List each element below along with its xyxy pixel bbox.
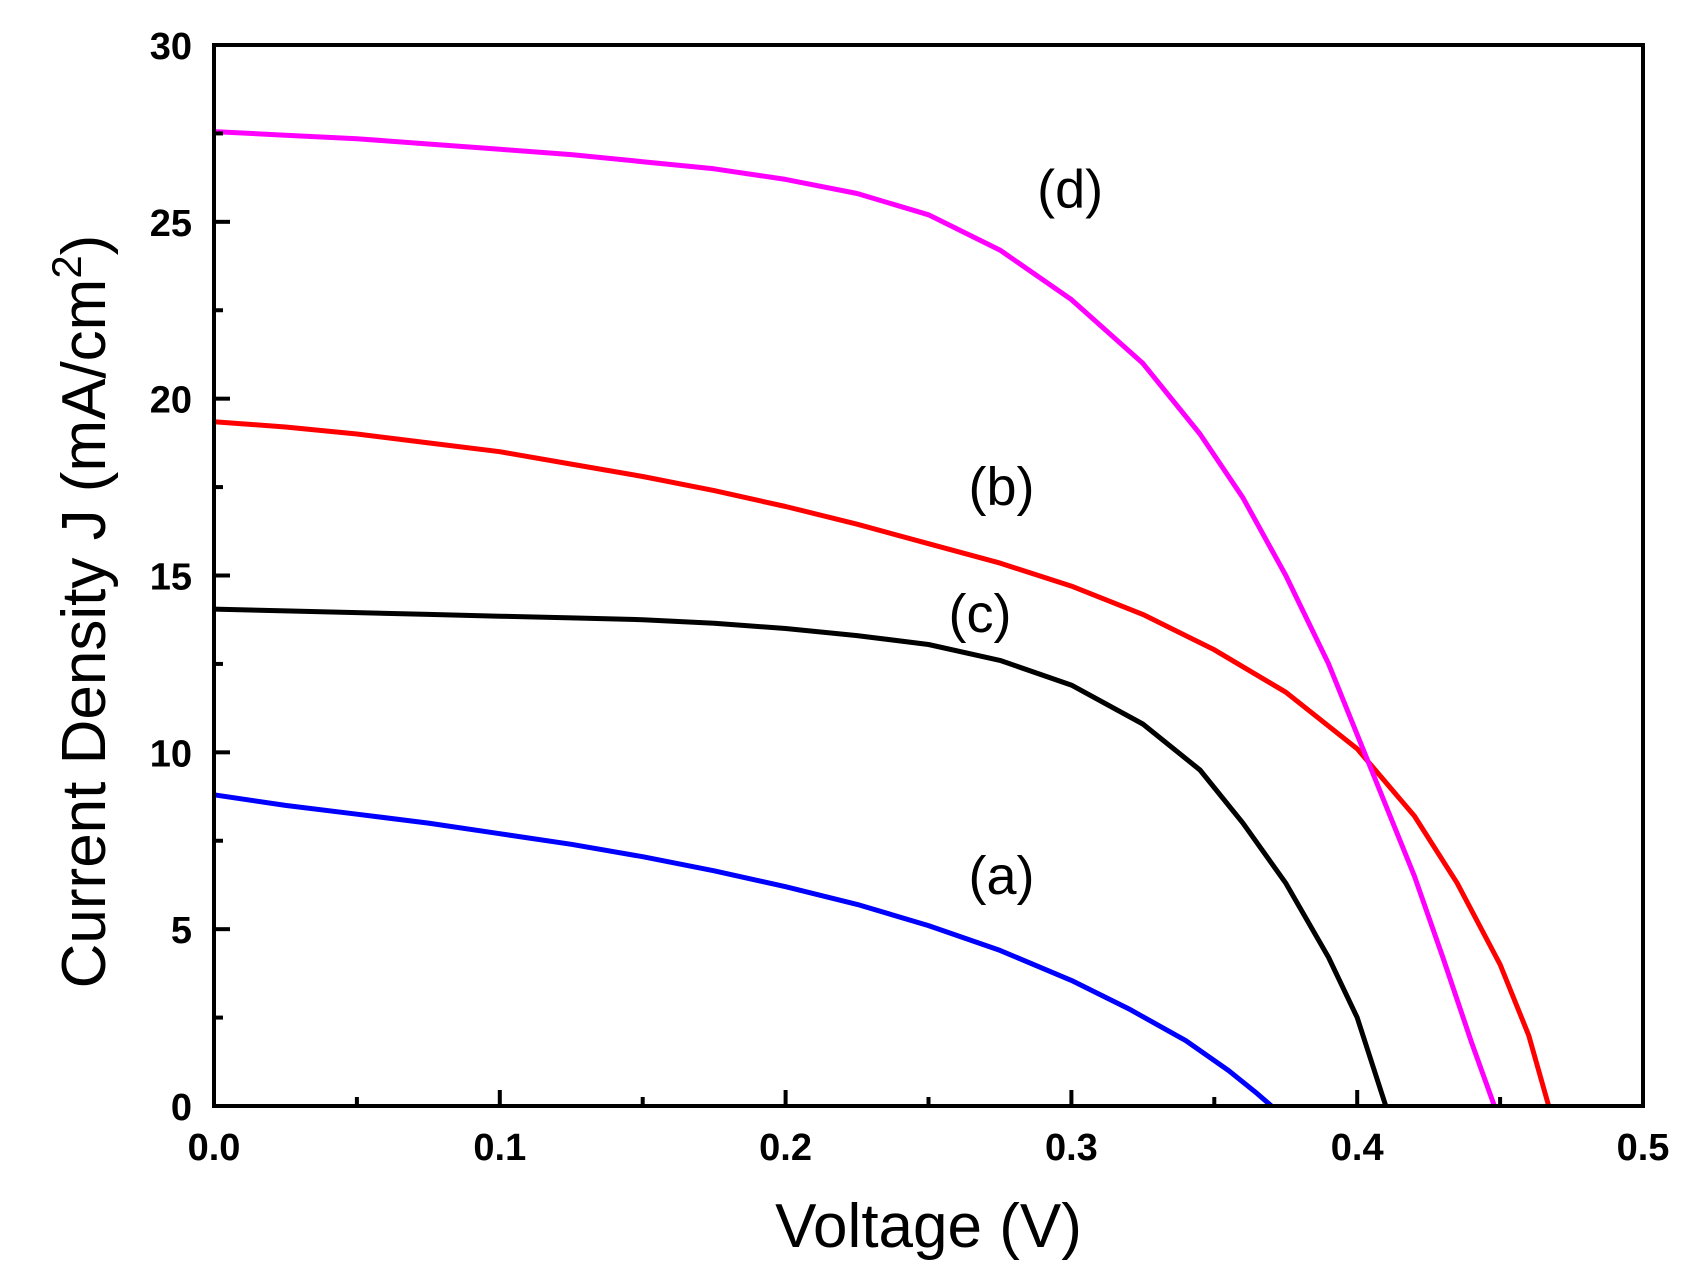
x-tick-label: 0.1 xyxy=(473,1127,526,1169)
tick-marks xyxy=(212,43,1645,1108)
curve-label-c: (c) xyxy=(949,584,1012,644)
y-axis-title: Current Density J (mA/cm2) xyxy=(43,235,119,989)
y-axis-title-superscript: 2 xyxy=(43,255,90,278)
series-line-a xyxy=(213,792,1274,1108)
curve-label-a: (a) xyxy=(969,846,1035,906)
curve-label-b: (b) xyxy=(969,457,1035,517)
series-line-d xyxy=(213,129,1497,1107)
y-tick-label: 15 xyxy=(150,557,192,599)
y-tick-label: 0 xyxy=(171,1087,192,1129)
x-tick-label: 0.2 xyxy=(759,1127,812,1169)
x-tick-label: 0.5 xyxy=(1617,1127,1670,1169)
curve-labels: (a) (b) (c) (d) xyxy=(949,160,1104,906)
y-tick-label: 20 xyxy=(150,380,192,422)
series-line-c xyxy=(213,606,1389,1107)
curves-layer xyxy=(213,129,1552,1108)
y-axis-title-main: Current Density J (mA/cm xyxy=(50,279,119,989)
y-axis-title-close: ) xyxy=(50,235,119,256)
curve-label-d: (d) xyxy=(1037,160,1103,220)
tick-labels: 0.0 0.1 0.2 0.3 0.4 0.5 0 5 10 15 20 25 30 xyxy=(150,26,1670,1169)
x-tick-label: 0.0 xyxy=(188,1127,241,1169)
x-tick-label: 0.4 xyxy=(1331,1127,1384,1169)
x-axis-title: Voltage (V) xyxy=(775,1192,1082,1261)
y-tick-label: 30 xyxy=(150,26,192,68)
x-tick-label: 0.3 xyxy=(1045,1127,1098,1169)
y-tick-label: 10 xyxy=(150,733,192,775)
y-tick-label: 5 xyxy=(171,910,192,952)
series-line-b xyxy=(213,419,1552,1107)
y-tick-label: 25 xyxy=(150,203,192,245)
